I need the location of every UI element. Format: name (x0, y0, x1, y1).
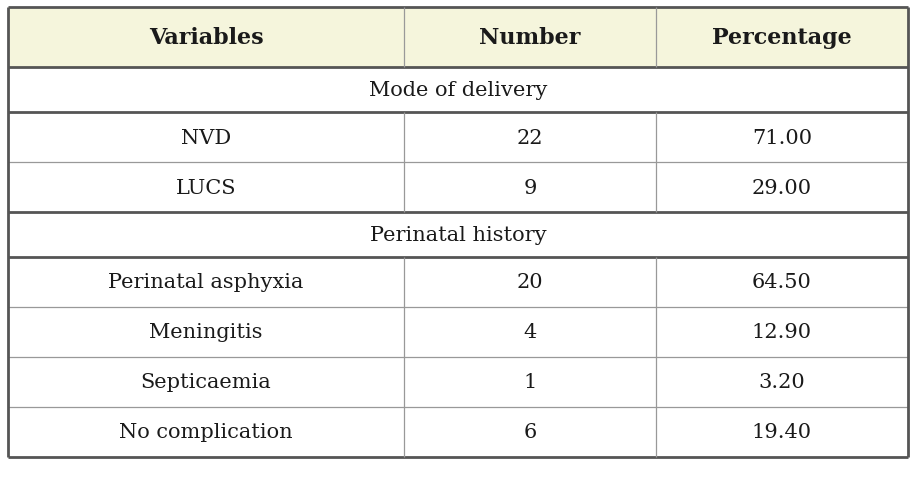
Text: 71.00: 71.00 (752, 128, 812, 147)
Text: 6: 6 (523, 423, 537, 442)
Text: No complication: No complication (119, 423, 293, 442)
Text: LUCS: LUCS (176, 178, 236, 197)
Text: Mode of delivery: Mode of delivery (369, 81, 547, 100)
Text: 12.90: 12.90 (752, 323, 812, 342)
Text: Percentage: Percentage (712, 27, 852, 49)
Bar (404, 8, 656, 68)
Text: 3.20: 3.20 (758, 373, 805, 392)
Bar (656, 8, 908, 68)
Text: 4: 4 (523, 323, 537, 342)
Bar (8, 163, 908, 213)
Text: Variables: Variables (148, 27, 263, 49)
Text: 64.50: 64.50 (752, 273, 812, 292)
Text: 22: 22 (517, 128, 543, 147)
Text: 1: 1 (523, 373, 537, 392)
Text: Number: Number (479, 27, 581, 49)
Text: NVD: NVD (180, 128, 231, 147)
Bar (8, 407, 908, 457)
Text: 29.00: 29.00 (752, 178, 812, 197)
Text: Septicaemia: Septicaemia (141, 373, 271, 392)
Text: Meningitis: Meningitis (149, 323, 263, 342)
Text: Perinatal history: Perinatal history (370, 225, 546, 244)
Text: 20: 20 (517, 273, 543, 292)
Bar (8, 307, 908, 357)
Text: 19.40: 19.40 (752, 423, 812, 442)
Bar (8, 213, 908, 258)
Bar (8, 113, 908, 163)
Bar (8, 357, 908, 407)
Bar (8, 258, 908, 307)
Text: 9: 9 (523, 178, 537, 197)
Bar (8, 68, 908, 113)
Bar (8, 8, 404, 68)
Text: Perinatal asphyxia: Perinatal asphyxia (108, 273, 304, 292)
